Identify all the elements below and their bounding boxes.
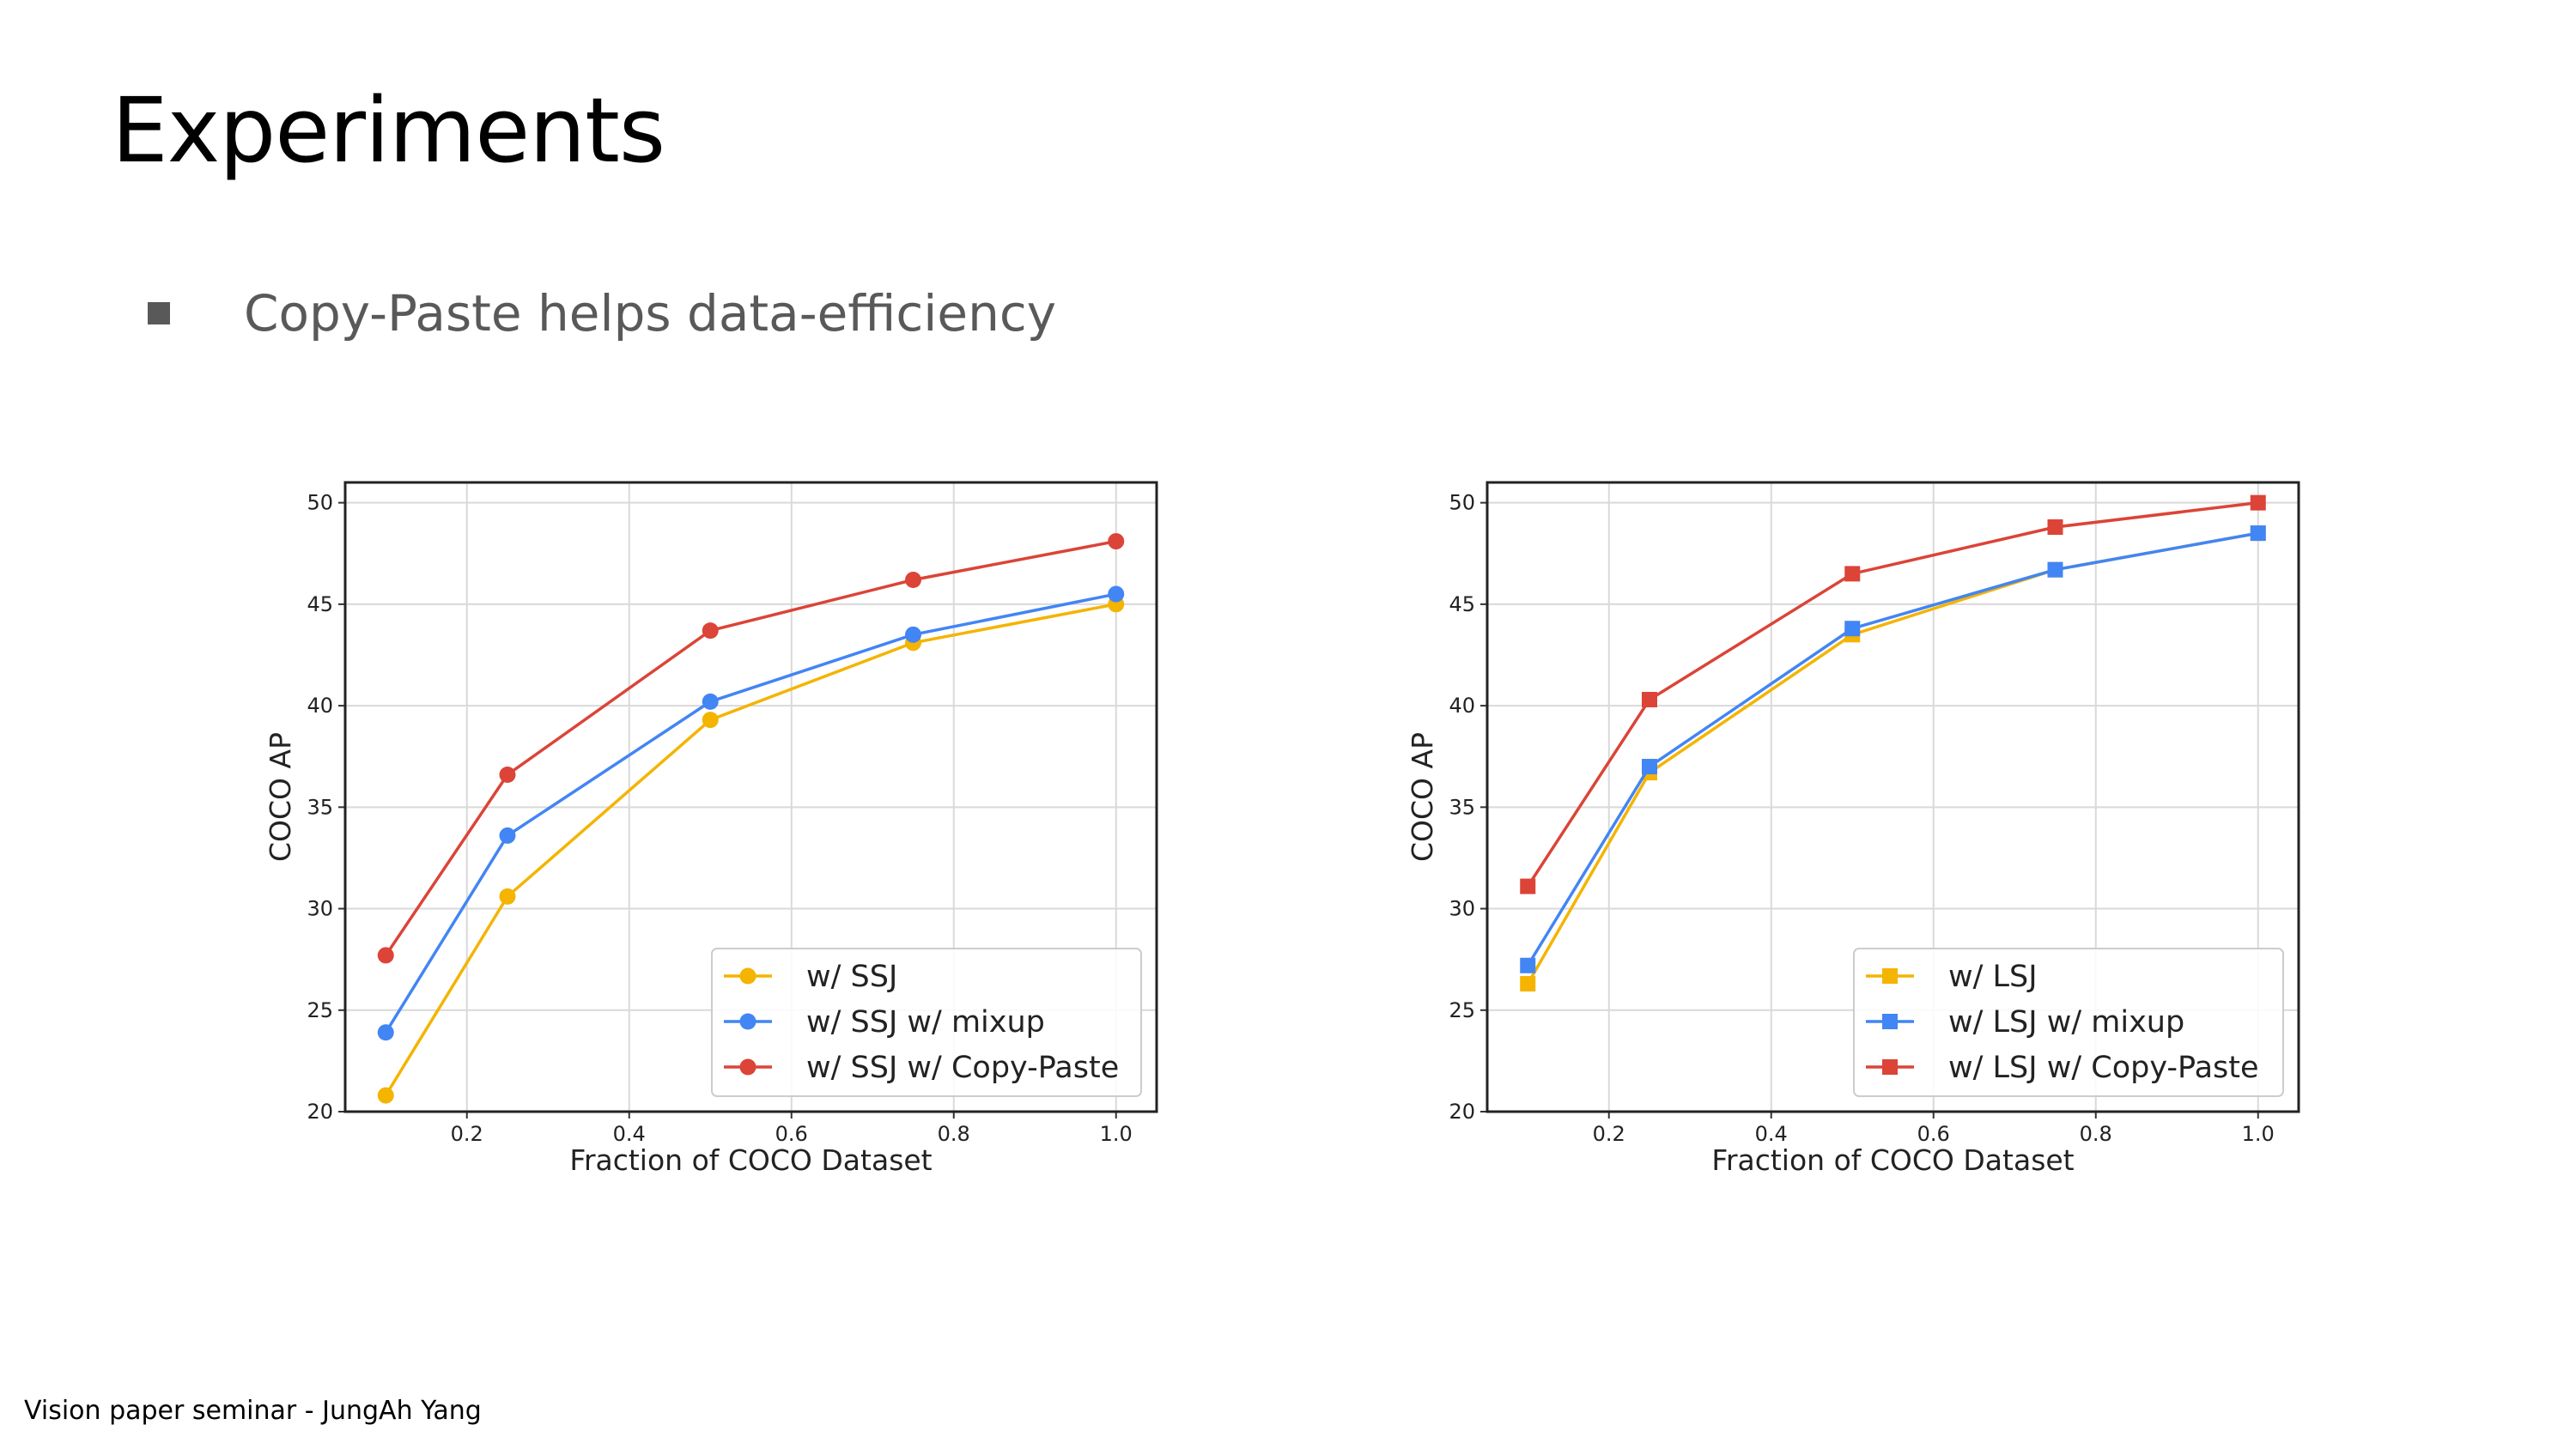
y-tick-label: 40: [307, 694, 333, 718]
legend-item: w/ LSJ: [1866, 960, 2038, 994]
legend-item: w/ SSJ w/ Copy-Paste: [724, 1051, 1119, 1085]
data-point: [1108, 533, 1125, 550]
data-point: [1520, 976, 1536, 992]
legend-item: w/ LSJ w/ mixup: [1866, 1005, 2184, 1040]
x-tick-label: 0.8: [938, 1122, 970, 1146]
data-point: [702, 712, 719, 729]
y-tick-label: 20: [1449, 1100, 1475, 1124]
data-point: [1520, 957, 1536, 973]
chart-svg: 0.2 0.4 0.6 0.8 1.0 20 25 30 35 40 45 50 Fraction of…: [1406, 481, 2300, 1177]
x-tick-label: 1.0: [2242, 1122, 2275, 1146]
y-tick-label: 40: [1449, 694, 1475, 718]
series-w-ssj-w-copy-paste: [377, 533, 1125, 964]
y-tick-label: 45: [307, 592, 333, 616]
x-axis-label: Fraction of COCO Dataset: [1711, 1143, 2074, 1177]
data-point: [2047, 519, 2063, 536]
x-tick-label: 0.6: [775, 1122, 808, 1146]
legend-item: w/ SSJ: [724, 960, 897, 994]
data-point: [905, 571, 921, 588]
y-tick-label: 25: [1449, 998, 1475, 1022]
legend-box: [711, 948, 1142, 1097]
y-tick-label: 20: [307, 1100, 333, 1124]
slide-title: Experiments: [112, 78, 665, 183]
data-point: [1844, 566, 1861, 582]
legend-marker: [739, 1058, 756, 1076]
data-point: [499, 827, 516, 844]
y-tick-label: 25: [307, 998, 333, 1022]
x-tick-label: 0.8: [2080, 1122, 2112, 1146]
x-tick-label: 0.4: [613, 1122, 646, 1146]
legend-box: [1853, 948, 2284, 1097]
data-point: [702, 693, 719, 710]
bullet-item: Copy-Paste helps data-efficiency: [148, 288, 1056, 338]
series-w-lsj-w-copy-paste: [1520, 494, 2266, 894]
y-tick-label: 35: [307, 795, 333, 819]
legend-label: w/ SSJ w/ Copy-Paste: [806, 1051, 1119, 1085]
chart-lsj: 0.2 0.4 0.6 0.8 1.0 20 25 30 35 40 45 50 Fraction of…: [1391, 464, 2361, 1193]
data-point: [2250, 525, 2266, 542]
data-point: [2250, 494, 2266, 511]
legend-marker: [1882, 1059, 1898, 1075]
legend-marker: [1882, 968, 1898, 984]
series-w-lsj-w-mixup: [1520, 525, 2266, 973]
x-tick-label: 0.4: [1755, 1122, 1788, 1146]
legend-label: w/ SSJ w/ mixup: [806, 1005, 1045, 1040]
data-point: [1108, 585, 1125, 603]
x-tick-label: 1.0: [1100, 1122, 1133, 1146]
y-axis-label: COCO AP: [1406, 732, 1439, 862]
data-point: [1520, 878, 1536, 894]
x-tick-label: 0.2: [1593, 1122, 1625, 1146]
data-point: [377, 1087, 394, 1104]
legend-label: w/ LSJ w/ Copy-Paste: [1948, 1051, 2259, 1085]
data-point: [1844, 621, 1861, 637]
y-tick-label: 35: [1449, 795, 1475, 819]
data-point: [499, 766, 516, 783]
square-bullet-icon: [148, 302, 170, 324]
y-tick-label: 30: [1449, 897, 1475, 921]
series-w-ssj-w-mixup: [377, 585, 1125, 1041]
data-point: [905, 626, 921, 643]
data-point: [702, 622, 719, 640]
data-point: [1642, 692, 1657, 708]
legend-marker: [739, 967, 756, 985]
x-tick-label: 0.6: [1917, 1122, 1950, 1146]
data-point: [377, 947, 394, 964]
data-point: [377, 1024, 394, 1041]
legend-label: w/ LSJ: [1948, 960, 2038, 994]
legend: w/ LSJ w/ LSJ w/ mixup w/ LSJ w/ Copy-Past…: [1853, 948, 2284, 1097]
legend: w/ SSJ w/ SSJ w/ mixup w/ SSJ w/ Copy-Past…: [711, 948, 1142, 1097]
data-point: [1642, 759, 1657, 775]
y-tick-label: 30: [307, 897, 333, 921]
y-tick-label: 50: [307, 491, 333, 515]
y-tick-label: 50: [1449, 491, 1475, 515]
y-axis-label: COCO AP: [264, 732, 297, 862]
legend-item: w/ SSJ w/ mixup: [724, 1005, 1045, 1040]
axes-frame: [343, 481, 1158, 1113]
y-tick-label: 45: [1449, 592, 1475, 616]
data-point: [499, 888, 516, 905]
footer-text: Vision paper seminar - JungAh Yang: [24, 1396, 482, 1426]
chart-svg: 0.2 0.4 0.6 0.8 1.0 20 25 30 35 40 45 50 Fraction of…: [264, 481, 1158, 1177]
x-tick-label: 0.2: [451, 1122, 483, 1146]
data-point: [2047, 561, 2063, 578]
chart-ssj: 0.2 0.4 0.6 0.8 1.0 20 25 30 35 40 45 50 Fraction of…: [249, 464, 1219, 1193]
legend-marker: [739, 1013, 756, 1030]
x-axis-label: Fraction of COCO Dataset: [569, 1143, 932, 1177]
axes-frame: [1485, 481, 2300, 1113]
legend-marker: [1882, 1014, 1898, 1029]
legend-label: w/ LSJ w/ mixup: [1948, 1005, 2184, 1040]
bullet-text: Copy-Paste helps data-efficiency: [244, 284, 1057, 343]
legend-label: w/ SSJ: [806, 960, 897, 994]
legend-item: w/ LSJ w/ Copy-Paste: [1866, 1051, 2259, 1085]
